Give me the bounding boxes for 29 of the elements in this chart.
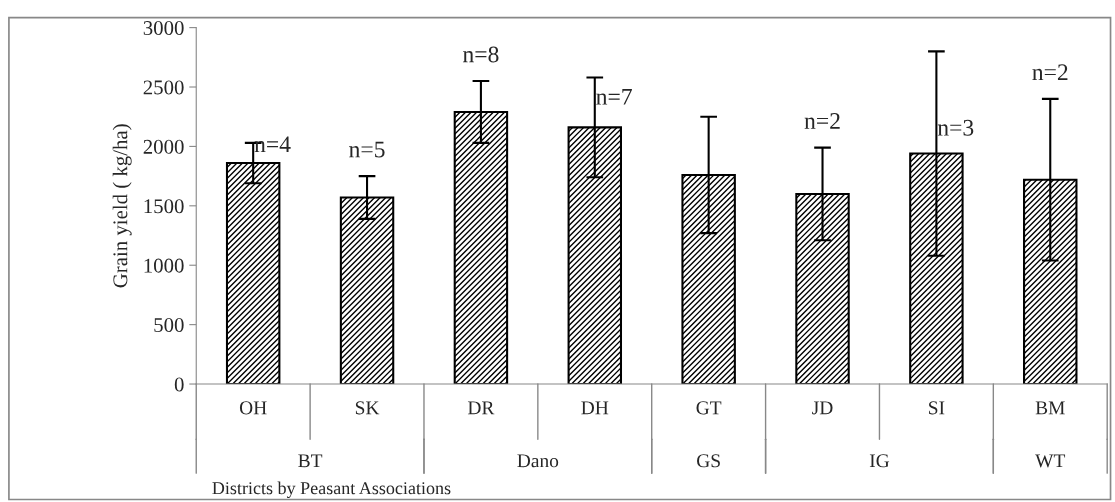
y-tick-label: 500 (154, 318, 184, 333)
x-tick-label: OH (239, 401, 267, 415)
annotation: n=2 (1032, 64, 1068, 80)
annotation: n=4 (254, 136, 291, 153)
text: IG (869, 454, 890, 468)
annotation: n=3 (937, 119, 974, 136)
x-tick-label: GT (696, 401, 722, 415)
annotation: n=5 (349, 141, 385, 158)
text: GS (697, 454, 720, 468)
x-axis-title: Districts by Peasant Associations (212, 481, 451, 498)
x-tick-label: DR (467, 401, 495, 415)
y-tick-label: 2500 (143, 80, 184, 95)
text: WT (1035, 454, 1066, 468)
x-tick-label: BM (1035, 401, 1065, 415)
y-tick-label: 2000 (143, 139, 184, 154)
y-tick-label: 0 (174, 377, 184, 392)
text: BT (298, 454, 323, 468)
annotation: n=2 (804, 113, 840, 129)
x-tick-label: SI (929, 401, 945, 415)
x-tick-label: SK (355, 401, 380, 415)
y-tick-label: 3000 (143, 20, 184, 36)
x-tick-label: DH (581, 401, 609, 415)
text: Dano (517, 454, 559, 468)
annotation: n=8 (462, 46, 499, 63)
x-tick-label: JD (812, 401, 833, 415)
y-tick-label: 1500 (144, 199, 184, 214)
y-axis-title: Grain yield ( kg/ha) (112, 124, 132, 288)
annotation: n=7 (596, 89, 632, 105)
y-tick-label: 1000 (144, 258, 184, 273)
